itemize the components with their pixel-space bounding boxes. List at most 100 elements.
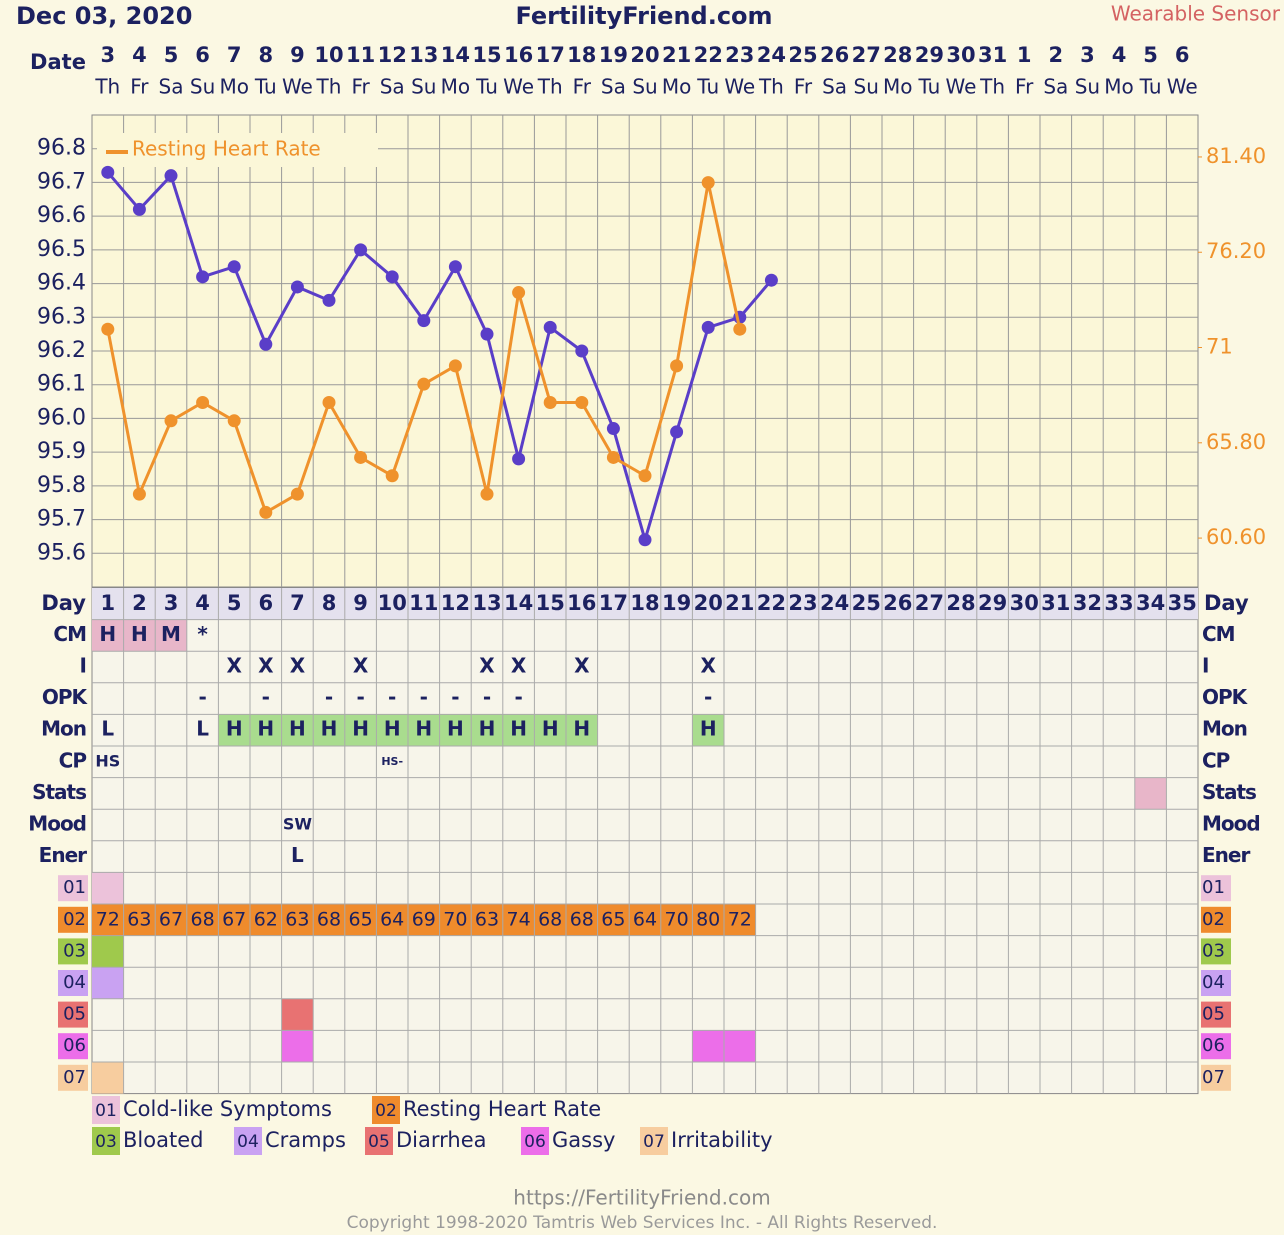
day-number: 28 — [946, 591, 975, 615]
cell-fill — [724, 904, 756, 936]
date-number: 30 — [946, 43, 975, 67]
weekday: We — [1167, 75, 1198, 99]
cell-text: H — [321, 717, 338, 741]
date-number: 27 — [852, 43, 881, 67]
cell-text: L — [196, 717, 209, 741]
legend-label: Diarrhea — [396, 1128, 487, 1152]
day-number: 24 — [820, 591, 849, 615]
cell-fill — [439, 714, 472, 746]
day-number: 34 — [1136, 591, 1165, 615]
row-label: Ener — [1202, 843, 1250, 867]
cell-fill — [313, 714, 345, 746]
cell-fill — [660, 904, 693, 936]
date-number: 24 — [757, 43, 786, 67]
day-number: 25 — [852, 591, 881, 615]
code-box — [1201, 1033, 1231, 1060]
data-point — [733, 322, 747, 336]
code-box — [1201, 938, 1231, 965]
y-tick-label: 95.7 — [37, 507, 86, 532]
weekday: We — [282, 75, 313, 99]
legend-code: 01 — [95, 1101, 117, 1121]
cell-text: H — [352, 717, 369, 741]
weekday: Fr — [573, 75, 592, 99]
cell-fill — [408, 904, 440, 936]
weekday: Th — [94, 75, 120, 99]
legend-code: 04 — [237, 1132, 259, 1152]
cell-text: 68 — [570, 908, 594, 930]
cell-text: * — [197, 622, 208, 646]
legend-box — [97, 133, 378, 167]
data-point — [606, 450, 620, 464]
data-point — [512, 452, 526, 466]
data-point — [638, 533, 652, 547]
data-point — [227, 260, 241, 274]
date-number: 18 — [567, 43, 596, 67]
code-box — [1201, 1001, 1231, 1028]
cell-text: 69 — [412, 908, 436, 930]
date-number: 22 — [694, 43, 723, 67]
cell-text: X — [226, 654, 242, 678]
date-number: 4 — [132, 43, 147, 67]
data-point — [670, 425, 684, 439]
date-number: 14 — [441, 43, 470, 67]
weekday: Sa — [601, 75, 626, 99]
date-number: 21 — [662, 43, 691, 67]
cell-fill — [566, 714, 598, 746]
y2-tick-label: 60.60 — [1206, 525, 1266, 549]
day-number: 23 — [788, 591, 817, 615]
cell-fill — [1134, 777, 1167, 810]
cell-text: 64 — [380, 908, 404, 930]
day-number: 33 — [1104, 591, 1133, 615]
date-number: 6 — [1175, 43, 1190, 67]
cell-fill — [218, 904, 250, 936]
data-point — [196, 395, 210, 409]
day-number: 26 — [883, 591, 912, 615]
row-label: 02 — [63, 909, 86, 930]
cell-text: X — [353, 654, 369, 678]
weekday: Fr — [1015, 75, 1034, 99]
code-box — [1201, 906, 1231, 933]
weekday: Tu — [475, 75, 498, 99]
data-point — [259, 505, 273, 519]
cell-fill — [250, 904, 282, 936]
day-number: 4 — [195, 591, 210, 615]
legend-label: Resting Heart Rate — [403, 1097, 601, 1121]
data-point — [701, 176, 715, 190]
cell-text: 65 — [349, 908, 373, 930]
row-label: 07 — [1202, 1067, 1225, 1088]
cell-fill — [313, 904, 345, 936]
legend-swatch — [92, 1096, 120, 1124]
data-point — [480, 487, 494, 501]
date-number: 23 — [725, 43, 754, 67]
weekday: Fr — [130, 75, 149, 99]
code-box — [58, 938, 88, 965]
cell-fill — [502, 904, 535, 936]
date-label: Date — [30, 50, 86, 74]
weekday: Tu — [254, 75, 277, 99]
row-label: Ener — [39, 843, 87, 867]
cell-text: H — [384, 717, 401, 741]
cell-text: 68 — [191, 908, 215, 930]
cell-fill — [123, 904, 156, 936]
cell-fill — [502, 714, 535, 746]
cell-text: H — [99, 622, 116, 646]
cell-text: 80 — [696, 908, 720, 930]
y-tick-label: 96.0 — [37, 405, 86, 430]
code-box — [1201, 875, 1231, 902]
code-box — [58, 970, 88, 996]
cell-text: - — [483, 685, 491, 709]
cell-text: X — [700, 654, 716, 678]
copyright: Copyright 1998-2020 Tamtris Web Services… — [347, 1213, 938, 1233]
date-number: 15 — [472, 43, 501, 67]
weekday: Sa — [159, 75, 184, 99]
cell-text: H — [257, 717, 274, 741]
cell-text: 63 — [475, 908, 499, 930]
cell-text: - — [704, 685, 712, 709]
code-box — [58, 1064, 88, 1091]
cell-text: 65 — [601, 908, 625, 930]
row-label: 07 — [63, 1067, 86, 1088]
series-line — [106, 171, 773, 546]
day-number: 11 — [409, 591, 438, 615]
date-number: 13 — [409, 43, 438, 67]
